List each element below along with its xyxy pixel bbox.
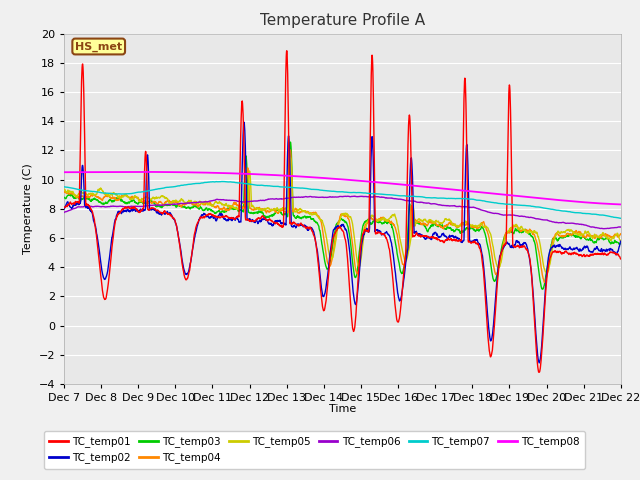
Y-axis label: Temperature (C): Temperature (C) [23,163,33,254]
Text: HS_met: HS_met [75,41,122,52]
Legend: TC_temp01, TC_temp02, TC_temp03, TC_temp04, TC_temp05, TC_temp06, TC_temp07, TC_: TC_temp01, TC_temp02, TC_temp03, TC_temp… [44,431,585,468]
X-axis label: Time: Time [329,405,356,414]
Title: Temperature Profile A: Temperature Profile A [260,13,425,28]
